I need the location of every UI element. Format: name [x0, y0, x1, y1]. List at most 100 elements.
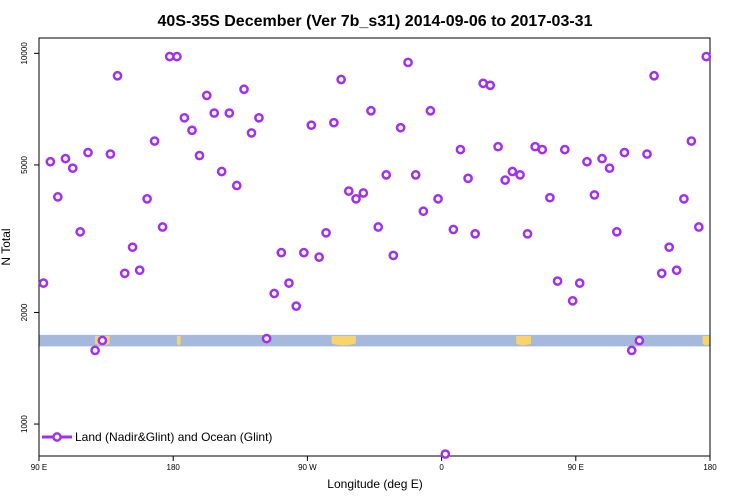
data-point	[679, 194, 689, 204]
x-tick-label: 90 W	[298, 463, 317, 472]
data-point	[343, 186, 354, 196]
plot-frame	[38, 37, 711, 457]
x-axis: 90 E 180 90 W 0 90 E 180	[31, 456, 717, 472]
data-point	[395, 122, 406, 133]
data-point	[231, 180, 242, 191]
data-point	[83, 147, 93, 158]
data-point	[656, 268, 667, 279]
data-points	[38, 51, 712, 459]
y-tick-label: 5000	[20, 155, 29, 173]
legend: Land (Nadir&Glint) and Ocean (Glint)	[42, 430, 272, 444]
data-point	[149, 136, 160, 146]
data-point	[559, 144, 570, 155]
data-point	[448, 224, 459, 235]
land-patch	[516, 335, 532, 346]
data-point	[299, 247, 309, 258]
data-point	[194, 150, 205, 161]
data-point	[321, 227, 331, 238]
legend-marker-swatch	[52, 432, 62, 442]
land-patch	[702, 335, 710, 346]
data-point	[604, 163, 615, 174]
data-point	[388, 250, 399, 261]
ocean-band	[39, 334, 710, 347]
data-point	[105, 149, 116, 159]
data-point	[179, 112, 190, 123]
data-point	[403, 57, 413, 68]
data-point	[38, 278, 49, 288]
legend-label: Land (Nadir&Glint) and Ocean (Glint)	[75, 430, 272, 444]
data-point	[425, 105, 436, 116]
data-point	[582, 156, 592, 167]
data-point	[701, 51, 712, 62]
data-point	[611, 226, 622, 237]
data-point	[693, 222, 704, 232]
chart-title: 40S-35S December (Ver 7b_s31) 2014-09-06…	[158, 13, 593, 30]
data-point	[172, 51, 182, 62]
data-point	[284, 278, 294, 288]
data-point	[201, 90, 212, 101]
data-point	[626, 345, 637, 356]
data-point	[485, 80, 496, 91]
data-point	[157, 222, 168, 232]
data-point	[119, 268, 130, 279]
data-point	[634, 335, 645, 346]
data-point	[649, 70, 659, 81]
data-point	[507, 166, 518, 177]
data-point	[127, 242, 138, 253]
x-axis-label: Longitude (deg E)	[327, 477, 422, 491]
data-point	[112, 70, 123, 81]
data-point	[470, 228, 480, 239]
data-point	[187, 125, 197, 136]
data-point	[45, 156, 56, 167]
data-point	[463, 173, 473, 184]
data-point	[515, 170, 525, 180]
data-point	[134, 265, 145, 276]
data-point	[75, 226, 86, 237]
x-tick-label: 0	[439, 463, 444, 472]
data-point	[97, 335, 108, 346]
data-point	[276, 247, 287, 258]
data-point	[254, 112, 264, 123]
data-point	[269, 288, 280, 299]
data-point	[358, 188, 369, 198]
data-point	[90, 345, 100, 356]
data-point	[433, 194, 443, 204]
y-tick-label: 10000	[20, 42, 29, 65]
data-point	[567, 295, 578, 306]
x-tick-label: 180	[167, 463, 181, 472]
data-point	[329, 117, 339, 128]
x-tick-label: 90 E	[568, 463, 584, 472]
x-tick-label: 90 E	[31, 463, 47, 472]
data-point	[246, 128, 257, 138]
data-point	[306, 120, 317, 131]
data-point	[142, 194, 152, 204]
data-point	[67, 163, 78, 174]
data-point	[209, 108, 220, 118]
data-point	[224, 108, 235, 118]
data-point	[664, 242, 675, 253]
data-point	[686, 136, 697, 146]
data-point	[597, 153, 607, 164]
land-patch	[331, 335, 356, 346]
data-point	[552, 276, 563, 286]
data-point	[239, 84, 249, 95]
data-point	[545, 192, 555, 203]
data-point	[366, 105, 376, 116]
y-tick-label: 2000	[20, 303, 29, 321]
data-point	[410, 170, 421, 180]
data-point	[216, 166, 227, 177]
data-point	[537, 144, 548, 155]
data-point	[671, 265, 682, 276]
data-point	[522, 228, 533, 239]
x-tick-label: 180	[703, 463, 717, 472]
data-point	[574, 278, 585, 288]
data-point	[336, 74, 346, 85]
data-point	[642, 149, 652, 159]
data-point	[373, 222, 384, 232]
data-point	[455, 144, 466, 155]
data-point	[314, 252, 324, 262]
data-point	[589, 190, 600, 200]
data-point	[500, 175, 511, 185]
data-point	[381, 170, 392, 180]
